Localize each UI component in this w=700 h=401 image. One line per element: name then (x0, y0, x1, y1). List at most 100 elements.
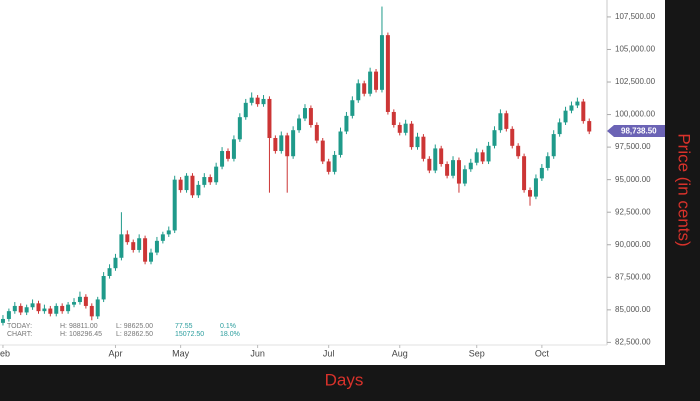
summary-text: L: 82862.50 (116, 331, 153, 338)
last-price-label: 98,738.50 (621, 127, 657, 136)
candle-body (522, 156, 527, 191)
candle-body (338, 131, 343, 155)
candle-body (18, 305, 23, 313)
summary-text: TODAY: (7, 323, 32, 330)
candle-body (539, 167, 544, 179)
candle-body (445, 164, 450, 176)
x-tick-label: Apr (108, 348, 122, 358)
candle-body (421, 136, 426, 159)
last-price-tag (607, 124, 665, 137)
x-tick-label: Oct (535, 348, 550, 358)
candle-body (273, 138, 278, 152)
candle-body (356, 83, 361, 101)
summary-text: 15072.50 (175, 331, 204, 338)
candle-body (220, 151, 225, 167)
candle-body (368, 71, 373, 94)
candle-body (551, 134, 556, 157)
candle-body (462, 169, 467, 184)
y-tick-label: 87,500.00 (615, 272, 651, 281)
summary-text: 0.1% (220, 323, 236, 330)
candle-body (569, 105, 574, 111)
candle-body (427, 158, 432, 171)
candle-body (137, 238, 142, 250)
candle-body (575, 101, 580, 106)
candle-body (468, 162, 473, 170)
y-tick-label: 95,000.00 (615, 175, 651, 184)
candle-body (297, 118, 302, 131)
summary-text: H: 108296.45 (60, 331, 102, 338)
candle-body (504, 113, 509, 129)
y-tick-label: 102,500.00 (615, 77, 656, 86)
candle-body (48, 308, 53, 314)
summary-text: CHART: (7, 331, 32, 338)
summary-text: H: 98811.00 (60, 323, 98, 330)
y-tick-label: 107,500.00 (615, 12, 656, 21)
candle-body (72, 302, 77, 305)
x-axis-title: Days (325, 370, 364, 389)
candle-body (545, 156, 550, 168)
candle-body (456, 160, 461, 184)
candle-body (125, 234, 130, 243)
candle-body (308, 108, 313, 125)
candle-body (285, 135, 290, 157)
candle-body (320, 140, 325, 162)
candle-body (528, 190, 533, 197)
candle-body (516, 145, 521, 157)
candle-body (587, 121, 592, 132)
candle-body (208, 177, 213, 183)
candle-body (415, 136, 420, 148)
candle-body (131, 242, 136, 250)
candle-body (42, 308, 47, 312)
candle-body (184, 175, 189, 191)
candle-body (261, 98, 266, 105)
candle-body (60, 305, 65, 312)
candle-body (486, 145, 491, 162)
candle-body (243, 102, 248, 118)
candle-body (95, 299, 100, 317)
candle-body (581, 101, 586, 122)
candle-body (12, 305, 17, 312)
candle-body (332, 154, 337, 172)
x-tick-label: Jun (250, 348, 265, 358)
y-tick-label: 92,500.00 (615, 207, 651, 216)
candle-body (149, 252, 154, 262)
candle-body (83, 296, 88, 306)
candle-body (557, 122, 562, 135)
candle-body (326, 161, 331, 172)
candle-body (214, 166, 219, 183)
x-tick-label: eb (0, 348, 10, 358)
y-tick-label: 100,000.00 (615, 110, 656, 119)
x-tick-label: May (172, 348, 190, 358)
candle-body (433, 148, 438, 171)
summary-text: 77.55 (175, 323, 193, 330)
x-tick-label: Sep (469, 348, 485, 358)
candle-body (492, 130, 497, 146)
candle-body (66, 304, 71, 312)
candle-body (533, 178, 538, 197)
candle-body (391, 111, 396, 125)
y-tick-label: 90,000.00 (615, 240, 651, 249)
y-tick-label: 97,500.00 (615, 142, 651, 151)
candle-body (362, 83, 367, 94)
candle-body (190, 175, 195, 196)
summary-text: 18.0% (220, 331, 240, 338)
candle-body (409, 123, 414, 148)
candle-body (77, 296, 82, 303)
candle-body (498, 113, 503, 131)
candle-body (160, 234, 165, 241)
y-tick-label: 82,500.00 (615, 338, 651, 347)
candle-body (279, 135, 284, 152)
candle-body (302, 108, 307, 119)
candle-body (291, 130, 296, 157)
candle-body (143, 238, 148, 262)
candle-body (36, 303, 41, 312)
y-axis-title: Price (in cents) (675, 133, 694, 246)
candle-body (255, 97, 260, 105)
candle-body (350, 100, 355, 116)
x-tick-label: Jul (323, 348, 335, 358)
candle-body (107, 268, 112, 276)
candle-body (374, 71, 379, 90)
chart-area (0, 0, 665, 365)
candle-body (89, 305, 94, 317)
